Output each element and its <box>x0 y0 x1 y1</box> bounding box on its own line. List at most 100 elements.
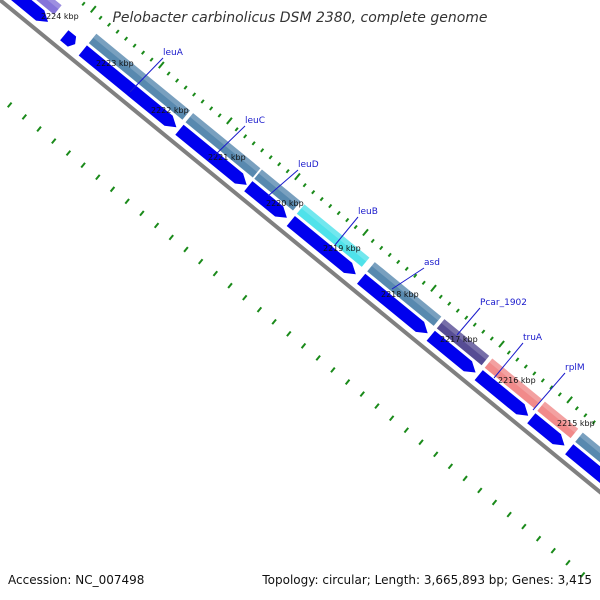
tick-label: 2217 kbp <box>440 335 478 344</box>
tick-mark <box>328 203 333 209</box>
outer-tick-marks <box>81 1 596 425</box>
tick-label: 2219 kbp <box>323 244 361 253</box>
tick-mark <box>166 71 171 76</box>
tick-mark <box>550 547 556 554</box>
tick-mark <box>200 99 205 104</box>
cds-arrow <box>357 273 428 334</box>
tick-mark <box>141 50 146 55</box>
cds-arrow <box>426 330 476 373</box>
tick-mark <box>153 222 160 229</box>
tick-mark <box>489 336 494 341</box>
tick-label: 2222 kbp <box>151 106 189 115</box>
tick-mark <box>226 117 233 125</box>
inner-tick-marks <box>6 101 586 578</box>
tick-mark <box>498 340 505 348</box>
tick-label: 2220 kbp <box>266 199 304 208</box>
tick-mark <box>345 217 350 223</box>
cds-arrow <box>244 181 287 218</box>
tick-mark <box>217 113 222 118</box>
gene-label-leader <box>334 216 359 246</box>
gene-feature-highlight <box>93 33 190 115</box>
tick-label: 2221 kbp <box>208 153 246 162</box>
tick-mark <box>192 92 197 97</box>
tick-mark <box>413 273 418 279</box>
tick-mark <box>336 210 341 216</box>
tick-mark <box>319 196 324 202</box>
tick-mark <box>374 403 380 410</box>
tick-mark <box>591 420 596 425</box>
tick-mark <box>311 189 316 195</box>
gene-feature <box>367 262 442 326</box>
gene-label-leader <box>391 267 425 290</box>
tick-mark <box>472 322 477 327</box>
tick-mark <box>51 138 57 145</box>
tick-mark <box>124 36 129 41</box>
gene-feature <box>185 113 261 178</box>
gene-feature-highlight <box>258 169 301 206</box>
tick-label: 2224 kbp <box>41 12 79 21</box>
gene-label: asd <box>424 258 440 268</box>
tick-mark <box>149 57 154 62</box>
gene-feature <box>88 33 190 120</box>
tick-mark <box>370 238 375 244</box>
tick-mark <box>566 396 573 404</box>
gene-feature <box>36 0 62 15</box>
gene-feature-highlight <box>47 0 62 10</box>
cds-track <box>11 0 600 483</box>
tick-mark <box>227 282 233 289</box>
tick-mark <box>565 559 571 566</box>
tick-mark <box>387 252 392 258</box>
tick-mark <box>212 270 219 277</box>
cds-arrow <box>527 413 565 446</box>
tick-mark <box>65 150 72 157</box>
tick-mark <box>447 463 454 470</box>
genome-backbone <box>0 0 600 495</box>
gene-labels: leuA leuC leuD leuB asd Pcar_1902 truA rplM <box>129 48 585 411</box>
cds-arrow <box>474 370 529 416</box>
tick-mark <box>462 475 468 482</box>
tick-mark <box>36 126 42 132</box>
map-title: Pelobacter carbinolicus DSM 2380, comple… <box>112 10 488 26</box>
gene-label: leuB <box>358 207 378 217</box>
tick-mark <box>557 392 562 397</box>
cds-arrow <box>286 216 356 275</box>
tick-mark <box>447 301 452 306</box>
tick-mark <box>132 43 137 48</box>
tick-mark <box>388 415 395 422</box>
tick-mark <box>353 224 358 230</box>
gene-feature <box>537 401 579 439</box>
cds-arrow <box>565 444 600 483</box>
gene-feature-highlight <box>441 319 490 360</box>
tick-mark <box>359 391 365 398</box>
gene-label-leader <box>267 169 299 197</box>
tick-mark <box>535 535 542 542</box>
gene-label: leuC <box>245 116 265 126</box>
tick-label: 2218 kbp <box>381 290 419 299</box>
tick-mark <box>403 427 410 434</box>
tick-mark <box>95 174 101 181</box>
accession-label: Accession: NC_007498 <box>8 573 145 587</box>
cds-arrow <box>175 124 247 185</box>
gene-feature-highlight <box>541 401 579 433</box>
tick-mark <box>549 385 554 390</box>
gene-feature <box>575 432 600 463</box>
tick-mark <box>183 85 188 90</box>
tick-mark <box>315 354 321 361</box>
gene-label-leader <box>532 372 566 411</box>
tick-mark <box>175 78 180 83</box>
tick-mark <box>523 364 528 369</box>
tick-mark <box>89 5 97 13</box>
tick-mark <box>168 234 174 241</box>
tick-mark <box>124 198 130 205</box>
tick-mark <box>379 245 384 251</box>
tick-mark <box>477 487 483 494</box>
tick-mark <box>491 499 498 506</box>
gene-feature <box>296 204 370 267</box>
gene-label-leader <box>456 307 481 336</box>
tick-mark <box>302 182 307 188</box>
tick-mark <box>579 571 586 578</box>
cds-arrow <box>11 0 48 22</box>
tick-mark <box>330 367 336 373</box>
tick-label: 2223 kbp <box>96 59 134 68</box>
